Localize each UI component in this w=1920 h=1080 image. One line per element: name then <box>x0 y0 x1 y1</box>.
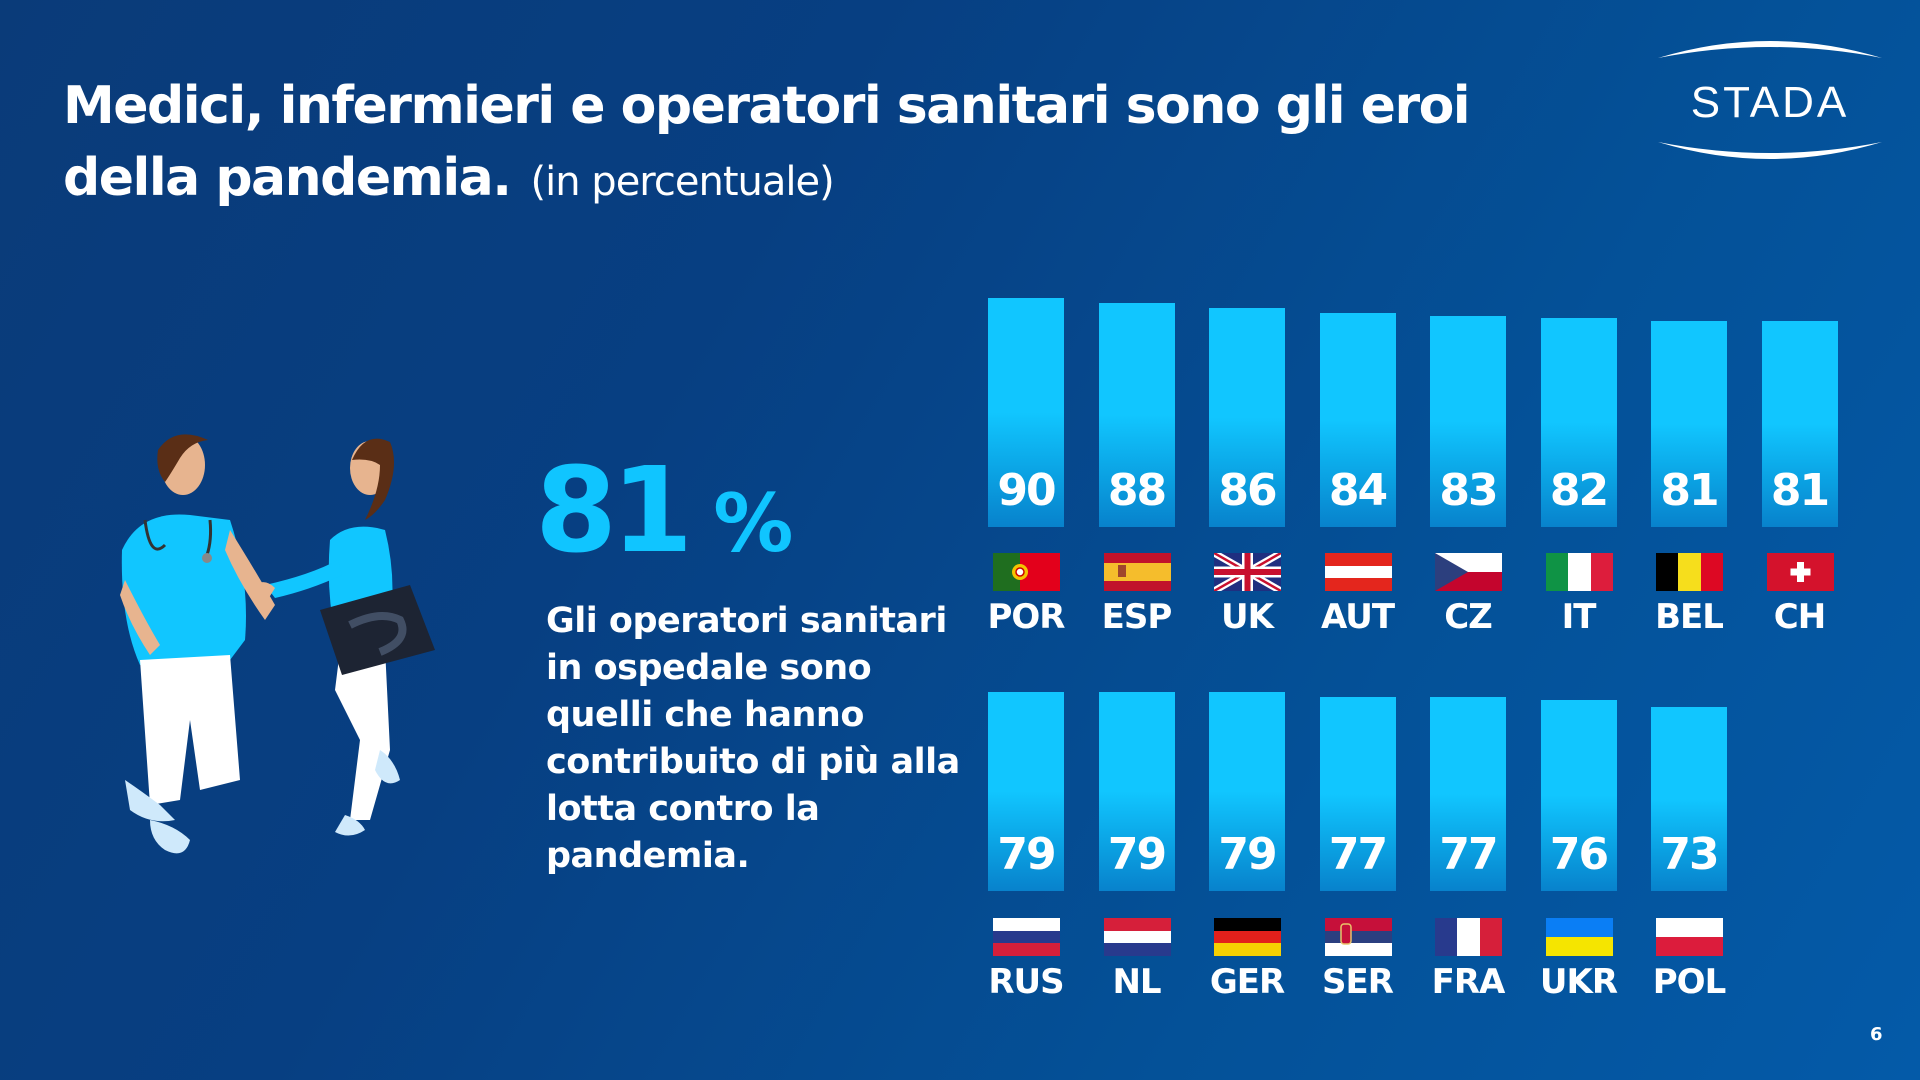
title-subtitle: (in percentuale) <box>530 159 835 205</box>
value-label-ser: 77 <box>1328 829 1388 880</box>
value-label-esp: 88 <box>1107 465 1167 516</box>
flag-italy-icon <box>1545 553 1613 591</box>
value-label-ch: 81 <box>1770 465 1830 516</box>
country-label-ch: CH <box>1773 597 1826 637</box>
value-label-pol: 73 <box>1660 829 1719 880</box>
bar-rus <box>988 691 1064 891</box>
page-number: 6 <box>1870 1024 1883 1045</box>
value-label-por: 90 <box>997 465 1056 516</box>
value-label-it: 82 <box>1549 465 1609 516</box>
flag-france-icon <box>1435 918 1502 956</box>
country-label-bel: BEL <box>1655 597 1724 637</box>
bar-it <box>1540 318 1617 527</box>
flag-austria-icon <box>1324 553 1392 591</box>
highlight-percentage: 81% <box>535 445 793 589</box>
flag-russia-icon <box>993 918 1060 956</box>
value-label-cz: 83 <box>1439 465 1498 516</box>
flag-spain-icon <box>1103 553 1171 591</box>
bar-cz <box>1430 315 1506 527</box>
flag-ukraine-icon <box>1545 918 1613 956</box>
bar-ch <box>1761 320 1838 527</box>
stada-logo: STADA <box>1650 30 1890 170</box>
bar-aut <box>1319 313 1396 527</box>
highlight-unit: % <box>713 477 794 570</box>
logo-text: STADA <box>1690 78 1850 127</box>
flag-netherlands-icon <box>1103 918 1171 956</box>
male-doctor-figure <box>120 434 275 854</box>
country-label-uk: UK <box>1221 597 1274 637</box>
title-line-1: Medici, infermieri e operatori sanitari … <box>63 76 1471 136</box>
bar-ser <box>1319 697 1396 891</box>
highlight-description: Gli operatori sanitari in ospedale sono … <box>546 601 960 876</box>
country-label-it: IT <box>1561 597 1597 637</box>
country-label-por: POR <box>987 597 1065 637</box>
value-label-bel: 81 <box>1660 465 1719 516</box>
country-label-ger: GER <box>1209 962 1285 1002</box>
value-label-uk: 86 <box>1218 465 1277 516</box>
bar-ukr <box>1540 699 1617 891</box>
logo-arcs-icon <box>1658 41 1882 159</box>
bar-bel <box>1651 320 1727 527</box>
bar-esp <box>1098 303 1175 527</box>
country-label-esp: ESP <box>1101 597 1173 637</box>
country-label-nl: NL <box>1112 962 1161 1002</box>
country-label-aut: AUT <box>1320 597 1395 637</box>
flag-switzerland-icon <box>1766 553 1834 591</box>
bar-fra <box>1430 697 1506 891</box>
flag-germany-icon <box>1214 918 1281 956</box>
country-label-ukr: UKR <box>1539 962 1618 1002</box>
flag-czechia-icon <box>1435 553 1502 591</box>
country-label-cz: CZ <box>1444 597 1493 637</box>
bar-pol <box>1651 707 1727 891</box>
value-label-ger: 79 <box>1218 829 1277 880</box>
highlight-value: 81 <box>535 441 693 579</box>
title-line-2: della pandemia. <box>63 148 512 208</box>
flag-poland-icon <box>1656 918 1723 956</box>
flag-serbia-icon <box>1324 918 1392 956</box>
value-label-nl: 79 <box>1107 829 1167 880</box>
flag-belgium-icon <box>1656 553 1723 591</box>
value-label-aut: 84 <box>1328 465 1388 516</box>
value-label-fra: 77 <box>1439 829 1498 880</box>
country-label-pol: POL <box>1652 962 1727 1002</box>
country-label-fra: FRA <box>1431 962 1506 1002</box>
flag-portugal-icon <box>993 553 1060 591</box>
bar-uk <box>1209 308 1285 527</box>
bar-ger <box>1209 691 1285 891</box>
value-label-rus: 79 <box>997 829 1056 880</box>
page-title: Medici, infermieri e operatori sanitari … <box>63 70 1563 218</box>
value-label-ukr: 76 <box>1549 829 1609 880</box>
healthcare-workers-illustration <box>80 420 460 880</box>
country-label-rus: RUS <box>988 962 1064 1002</box>
bar-por <box>988 298 1064 527</box>
bar-nl <box>1098 691 1175 891</box>
female-worker-figure <box>255 438 435 836</box>
country-label-ser: SER <box>1322 962 1394 1002</box>
flag-uk-icon <box>1214 553 1281 591</box>
